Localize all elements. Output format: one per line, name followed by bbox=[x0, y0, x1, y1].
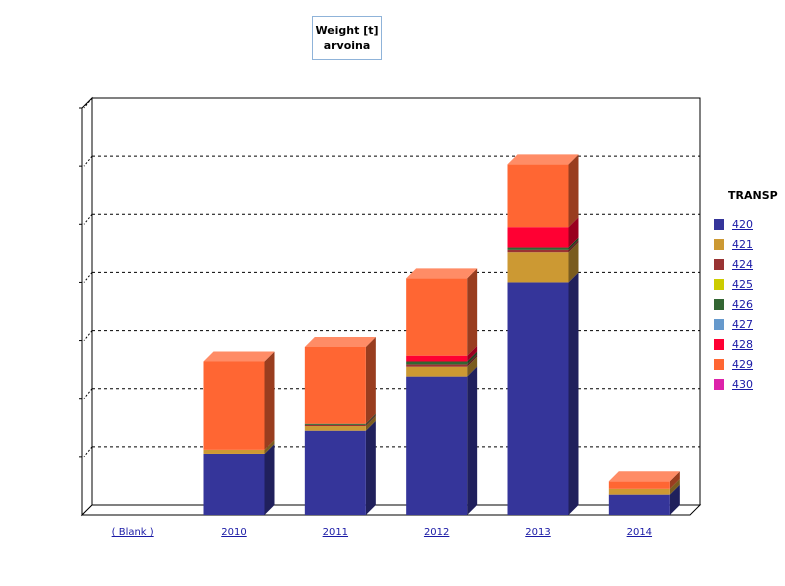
bar-segment bbox=[406, 366, 468, 377]
bar-segment-side bbox=[467, 354, 478, 367]
bar-segment-side bbox=[264, 351, 275, 450]
legend-item: 430 bbox=[714, 374, 753, 394]
chart-title-line1: Weight [t] bbox=[315, 24, 379, 37]
legend-item: 429 bbox=[714, 354, 753, 374]
legend-item: 424 bbox=[714, 254, 753, 274]
bar-segment bbox=[203, 449, 265, 454]
bar-top-cap bbox=[203, 351, 275, 362]
bar-segment bbox=[406, 376, 468, 515]
x-tick-label[interactable]: 2012 bbox=[424, 527, 449, 538]
legend-link[interactable]: 426 bbox=[732, 297, 753, 311]
bar-segment bbox=[608, 494, 670, 515]
bar-segment-side bbox=[568, 239, 579, 253]
legend-item: 427 bbox=[714, 314, 753, 334]
bar-segment bbox=[507, 282, 569, 515]
legend-item: 428 bbox=[714, 334, 753, 354]
bar-segment-side bbox=[365, 413, 376, 425]
bar-segment-side bbox=[264, 439, 275, 454]
bar-segment-side bbox=[365, 414, 376, 427]
legend-swatch bbox=[714, 238, 724, 250]
legend-swatch bbox=[714, 278, 724, 290]
bar-segment-side bbox=[365, 420, 376, 515]
plot-floor bbox=[80, 504, 702, 516]
bar-segment bbox=[304, 424, 366, 427]
bar-segment bbox=[304, 423, 366, 425]
bar-segment bbox=[608, 481, 670, 489]
bar-top-cap bbox=[507, 154, 579, 165]
bar-segment bbox=[608, 488, 670, 495]
bar-segment-side bbox=[365, 416, 376, 431]
bar-segment bbox=[304, 426, 366, 431]
legend-link[interactable]: 420 bbox=[732, 217, 753, 231]
plot-left-wall bbox=[81, 96, 93, 517]
legend-swatch bbox=[714, 218, 724, 230]
bar-top-cap bbox=[304, 336, 376, 347]
bar-segment bbox=[507, 252, 569, 283]
legend-link[interactable]: 421 bbox=[732, 237, 753, 251]
bar-segment bbox=[406, 364, 468, 367]
bar-segment-side bbox=[568, 154, 579, 228]
bar-segment bbox=[406, 278, 468, 356]
bar-segment-side bbox=[669, 471, 680, 489]
bar-segment-side bbox=[467, 268, 478, 356]
legend-link[interactable]: 427 bbox=[732, 317, 753, 331]
legend-link[interactable]: 430 bbox=[732, 377, 753, 391]
bar-segment-side bbox=[669, 484, 680, 515]
legend-link[interactable]: 428 bbox=[732, 337, 753, 351]
bar-segment bbox=[507, 249, 569, 253]
bar-segment bbox=[304, 430, 366, 515]
bar-top-cap bbox=[608, 471, 680, 482]
chart-title-line2: arvoina bbox=[323, 39, 371, 52]
legend-swatch bbox=[714, 258, 724, 270]
legend-swatch bbox=[714, 298, 724, 310]
legend: 420 421 424 425 426 427 428 429 430 bbox=[714, 214, 753, 394]
bar-segment bbox=[304, 346, 366, 424]
bar-segment-side bbox=[467, 345, 478, 362]
bar-segment bbox=[507, 247, 569, 250]
x-tick-label[interactable]: 2013 bbox=[525, 527, 550, 538]
bar-segment-side bbox=[467, 356, 478, 377]
x-tick-label[interactable]: 2010 bbox=[221, 527, 246, 538]
legend-item: 420 bbox=[714, 214, 753, 234]
legend-swatch bbox=[714, 318, 724, 330]
bar-segment-side bbox=[568, 237, 579, 250]
bar-segment-side bbox=[568, 217, 579, 248]
bar-segment bbox=[406, 361, 468, 365]
legend-link[interactable]: 424 bbox=[732, 257, 753, 271]
x-tick-label[interactable]: ( Blank ) bbox=[112, 527, 154, 538]
legend-swatch bbox=[714, 358, 724, 370]
bar-segment-side bbox=[467, 351, 478, 365]
bar-segment bbox=[203, 453, 265, 515]
legend-item: 426 bbox=[714, 294, 753, 314]
legend-link[interactable]: 425 bbox=[732, 277, 753, 291]
legend-swatch bbox=[714, 338, 724, 350]
bar-segment bbox=[507, 227, 569, 248]
x-tick-label[interactable]: 2011 bbox=[323, 527, 348, 538]
bar-segment bbox=[203, 361, 265, 450]
legend-title: TRANSP bbox=[728, 189, 778, 202]
bar-top-cap bbox=[406, 268, 478, 279]
legend-item: 421 bbox=[714, 234, 753, 254]
bar-segment-side bbox=[568, 272, 579, 515]
bar-segment-side bbox=[365, 336, 376, 424]
bar-segment-side bbox=[669, 478, 680, 495]
bar-segment-side bbox=[264, 443, 275, 515]
bar-segment bbox=[406, 355, 468, 362]
bar-segment-side bbox=[568, 242, 579, 283]
legend-link[interactable]: 429 bbox=[732, 357, 753, 371]
legend-swatch bbox=[714, 378, 724, 390]
x-tick-label[interactable]: 2014 bbox=[627, 527, 652, 538]
bar-segment-side bbox=[467, 366, 478, 515]
legend-item: 425 bbox=[714, 274, 753, 294]
chart-title: Weight [t] arvoina bbox=[312, 16, 382, 60]
plot-back-wall bbox=[91, 97, 701, 506]
bar-segment bbox=[507, 164, 569, 228]
